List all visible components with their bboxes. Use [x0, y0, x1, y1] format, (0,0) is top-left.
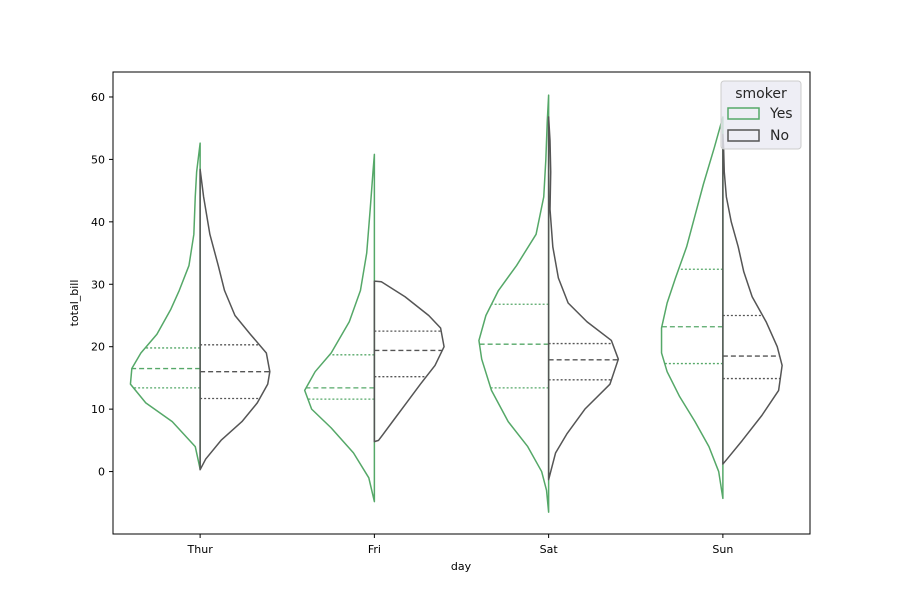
legend-label-no: No	[770, 128, 789, 144]
x-tick-label-thur: Thur	[187, 543, 214, 556]
y-tick-label: 50	[91, 153, 105, 166]
y-tick-label: 60	[91, 91, 105, 104]
legend-box	[720, 80, 802, 150]
y-axis-label: total_bill	[68, 280, 81, 327]
violin-no-fri	[373, 280, 445, 443]
y-tick-label: 30	[91, 278, 105, 291]
violin-yes-sun	[660, 116, 724, 500]
violin-no-sat	[547, 116, 620, 481]
violin-outline	[478, 94, 550, 513]
violin-no-thur	[199, 168, 271, 471]
violin-outline	[303, 153, 376, 503]
y-tick-label: 0	[98, 466, 105, 479]
legend: smoker Yes No	[720, 80, 802, 150]
y-tick-label: 40	[91, 216, 105, 229]
plot-area	[129, 94, 783, 513]
legend-label-yes: Yes	[769, 106, 793, 122]
x-axis-label: day	[451, 560, 472, 573]
violin-outline	[199, 168, 271, 471]
violin-outline	[373, 280, 445, 443]
y-axis: 0 10 20 30 40 50 60	[91, 91, 113, 479]
violin-outline	[129, 142, 201, 470]
x-axis: Thur Fri Sat Sun	[187, 534, 733, 556]
y-tick-label: 20	[91, 341, 105, 354]
violin-yes-thur	[129, 142, 201, 470]
x-tick-label-fri: Fri	[368, 543, 381, 556]
violin-yes-sat	[478, 94, 550, 513]
legend-title: smoker	[735, 86, 787, 102]
violin-yes-fri	[303, 153, 376, 503]
legend-swatch-yes	[727, 107, 760, 120]
violin-outline	[660, 116, 724, 500]
x-tick-label-sat: Sat	[540, 543, 559, 556]
legend-swatch-no	[727, 129, 760, 142]
violin-outline	[547, 116, 620, 481]
y-tick-label: 10	[91, 403, 105, 416]
axes-frame	[112, 71, 811, 535]
x-tick-label-sun: Sun	[712, 543, 733, 556]
